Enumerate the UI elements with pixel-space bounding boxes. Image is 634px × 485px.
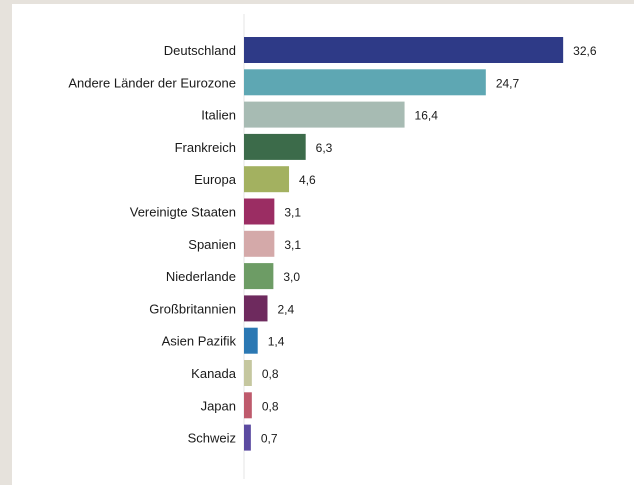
category-label: Frankreich — [175, 140, 236, 155]
bar-großbritannien — [244, 295, 268, 322]
category-label: Kanada — [191, 366, 237, 381]
bar-andere-länder-der-eurozone — [244, 69, 486, 96]
category-label: Italien — [201, 108, 236, 123]
value-label: 3,0 — [283, 270, 300, 284]
category-label: Schweiz — [188, 431, 236, 446]
bar-vereinigte-staaten — [244, 198, 275, 225]
bar-italien — [244, 101, 405, 128]
bar-japan — [244, 392, 252, 419]
category-label: Japan — [201, 398, 236, 413]
bar-kanada — [244, 360, 252, 386]
bar-chart: Deutschland 32,6 Andere Länder der Eurozon… — [68, 14, 597, 479]
value-label: 0,8 — [262, 367, 279, 381]
category-label: Spanien — [188, 237, 236, 252]
bar-deutschland — [244, 37, 564, 63]
value-label: 3,1 — [284, 206, 301, 220]
chart-panel: Deutschland 32,6 Andere Länder der Eurozon… — [12, 4, 634, 485]
value-label: 0,7 — [261, 432, 278, 446]
value-label: 6,3 — [316, 141, 333, 155]
value-label: 4,6 — [299, 173, 316, 187]
category-label: Andere Länder der Eurozone — [68, 75, 236, 90]
value-label: 24,7 — [496, 76, 520, 90]
bar-europa — [244, 166, 290, 193]
category-label: Europa — [194, 172, 237, 187]
category-label: Vereinigte Staaten — [130, 205, 236, 220]
value-label: 2,4 — [277, 302, 294, 316]
bar-frankreich — [244, 133, 306, 160]
category-label: Deutschland — [164, 43, 236, 58]
bar-asien-pazifik — [244, 327, 258, 354]
value-label: 0,8 — [262, 399, 279, 413]
value-label: 32,6 — [573, 44, 597, 58]
category-label: Niederlande — [166, 269, 236, 284]
value-label: 16,4 — [415, 109, 439, 123]
category-label: Großbritannien — [149, 301, 236, 316]
value-label: 3,1 — [284, 238, 301, 252]
bar-spanien — [244, 230, 275, 257]
bar-schweiz — [244, 424, 251, 451]
value-label: 1,4 — [268, 335, 285, 349]
bar-niederlande — [244, 263, 274, 290]
category-label: Asien Pazifik — [162, 334, 237, 349]
bars-group: Deutschland 32,6 Andere Länder der Eurozon… — [68, 37, 597, 451]
